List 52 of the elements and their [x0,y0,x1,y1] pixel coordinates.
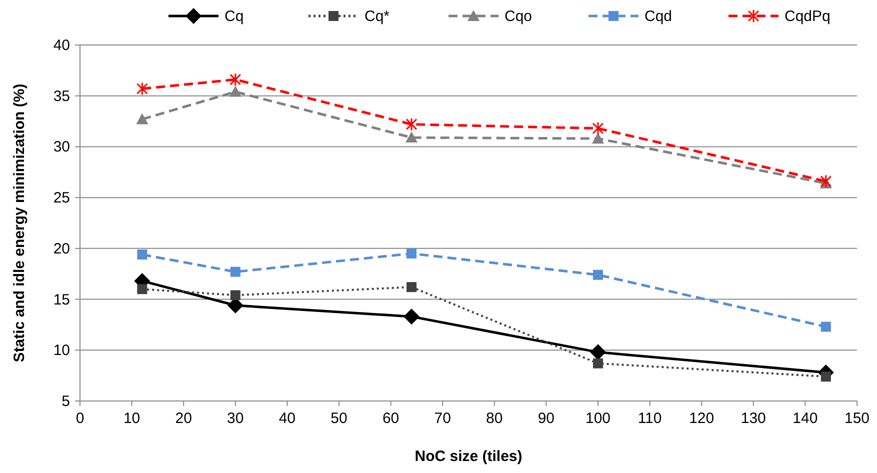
x-tick-label: 140 [792,410,818,427]
x-tick-label: 120 [689,410,714,427]
point [406,248,417,259]
y-tick-label: 35 [53,88,70,105]
point [136,82,148,96]
legend-label: CqdPq [784,8,830,25]
x-tick-label: 100 [585,410,611,427]
point [230,72,242,86]
y-tick-label: 15 [53,291,70,308]
x-tick-label: 40 [278,410,296,427]
point [230,266,240,277]
point [136,113,148,124]
x-tick-label: 10 [123,410,140,427]
y-tick-label: 40 [53,37,70,54]
y-tick-label: 30 [53,138,70,156]
point [593,358,603,368]
legend-label: Cq [224,8,244,25]
point [406,132,418,143]
point [404,308,420,325]
x-tick-label: 110 [638,410,662,427]
x-tick-label: 50 [330,410,348,427]
point [230,290,240,300]
point [820,322,831,332]
point [593,270,603,280]
x-tick-label: 150 [844,410,870,427]
y-tick-label: 5 [62,393,70,410]
point [820,372,831,382]
y-axis-title: Static and idle energy minimization (%) [11,84,28,362]
point [137,250,148,260]
x-axis-title: NoC size (tiles) [414,448,522,465]
point [590,344,606,360]
y-tick-label: 25 [53,190,70,207]
x-tick-label: 130 [740,410,766,427]
x-tick-label: 70 [434,410,451,427]
point [406,118,418,132]
point [820,174,832,188]
point [592,122,604,136]
point [406,282,417,292]
x-tick-label: 60 [382,410,400,427]
point [229,86,242,97]
y-tick-label: 20 [53,240,70,258]
legend-label: Cqo [504,8,532,25]
x-tick-label: 90 [538,410,555,427]
x-tick-label: 20 [175,410,192,427]
y-tick-label: 10 [53,342,70,360]
point [592,132,604,144]
legend-label: Cq* [364,8,390,25]
x-tick-label: 80 [486,410,503,427]
legend-label: Cqd [644,8,672,25]
x-tick-label: 30 [227,410,244,427]
x-tick-label: 0 [76,410,84,427]
point [137,284,148,294]
